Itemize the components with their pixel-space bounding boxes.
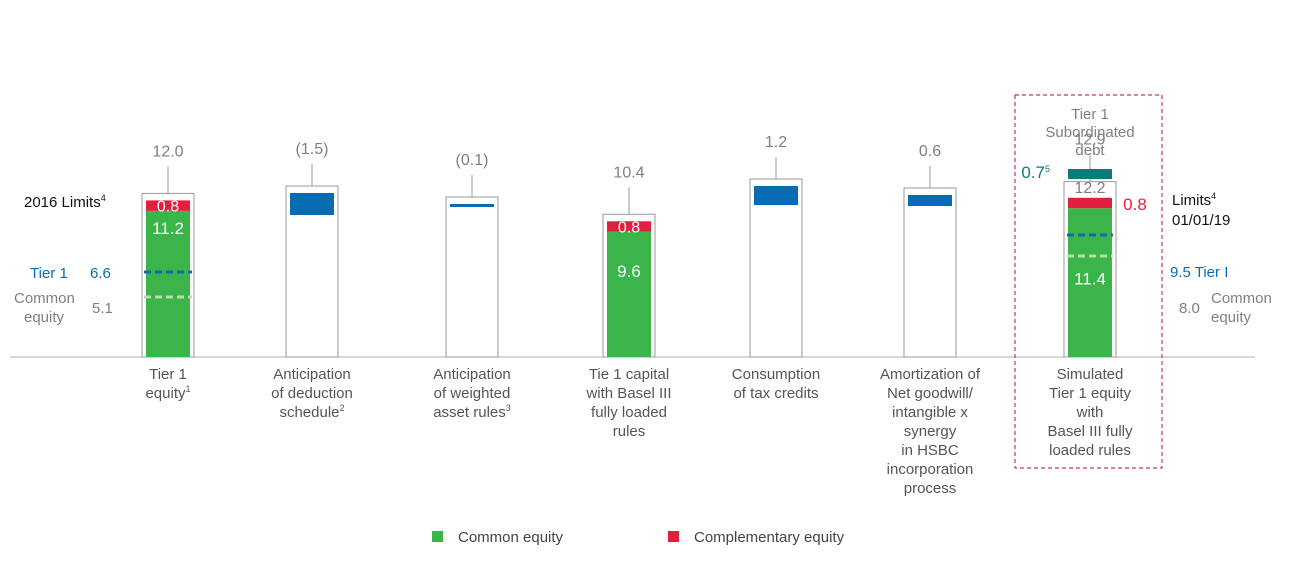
goodwill-outline [903,187,957,358]
simulated-category-label-line1: Simulated [1057,366,1124,383]
deduction-category-label-line2: of deduction [271,385,353,402]
limits-2019-common-label-line2: equity [1211,309,1252,326]
goodwill-category-label-line3: intangible x [892,404,968,421]
weighted-category-label-line1: Anticipation [433,366,511,383]
tier1-equity-category-label-line2: equity1 [145,384,190,402]
tax-outline [749,178,803,358]
goodwill-category-label-line1: Amortization of [880,366,981,383]
goodwill-value-label: 0.6 [919,143,941,160]
limits-2016-common-value: 5.1 [92,300,113,317]
limits-2019-common-value: 8.0 [1179,300,1200,317]
simulated-category-label-line5: loaded rules [1049,442,1131,459]
deduction-value-label: (1.5) [296,141,329,158]
deduction-category-label-line3: schedule2 [279,403,344,421]
goodwill-category-label-line5: in HSBC [901,442,959,459]
weighted-outline [445,196,499,358]
tax-category-label-line2: of tax credits [733,385,818,402]
tier1-equity-total-label: 12.0 [152,143,183,160]
legend-swatch-complementary [668,531,679,542]
limits-2016-common-label-line1: Common [14,290,75,307]
basel-common-bar [607,231,651,357]
deduction-delta-bar [290,193,334,215]
tax-category-label-line1: Consumption [732,366,820,383]
basel-category-label-line4: rules [613,423,646,440]
simulated-subtotal-label: 12.2 [1074,180,1105,197]
goodwill-category-label-line2: Net goodwill/ [887,385,974,402]
limits-2016-tier1-value: 6.6 [90,265,111,282]
simulated-total-label: 12.9 [1074,132,1105,149]
goodwill-category-label-line7: process [904,480,957,497]
weighted-value-label: (0.1) [456,152,489,169]
legend-swatch-common [432,531,443,542]
tax-value-label: 1.2 [765,134,787,151]
deduction-category-label-line1: Anticipation [273,366,351,383]
simulated-common-label: 11.4 [1074,270,1106,289]
basel-complementary-bar [607,221,651,232]
simulated-complementary-label: 0.8 [1123,195,1147,214]
simulated-category-label-line4: Basel III fully [1047,423,1133,440]
simulated-subordinated-bar [1068,169,1112,179]
limits-2019-title-line2: 01/01/19 [1172,212,1230,229]
basel-category-label-line2: with Basel III [585,385,671,402]
tier1-equity-complementary-bar [146,200,190,211]
simulated-complementary-bar [1068,197,1112,209]
basel-category-label-line1: Tie 1 capital [589,366,669,383]
simulated-category-label-line2: Tier 1 equity [1049,385,1131,402]
goodwill-category-label-line4: synergy [904,423,957,440]
tier1-equity-common-label: 11.2 [152,219,184,238]
tier1-equity-category-label-line1: Tier 1 [149,366,187,383]
basel-category-label-line3: fully loaded [591,404,667,421]
limits-2016-tier1-label: Tier 1 [30,265,68,282]
subordinated-title-line1: Tier 1 [1071,106,1109,123]
basel-complementary-label: 0.8 [618,220,640,237]
limits-2019-title-line1: Limits4 [1172,191,1216,209]
tier1-equity-complementary-label: 0.8 [157,199,179,216]
limits-2019-common-label-line1: Common [1211,290,1272,307]
subordinated-title-line2: Subordinated [1045,124,1134,141]
subordinated-title-line3: debt [1075,142,1105,159]
limits-2016-title: 2016 Limits4 [24,193,106,211]
weighted-category-label-line2: of weighted [434,385,511,402]
limits-2019-tier1-label: 9.5 Tier I [1170,264,1228,281]
goodwill-delta-bar [908,195,952,206]
weighted-category-label-line3: asset rules3 [433,403,511,421]
basel-total-label: 10.4 [613,164,644,181]
goodwill-category-label-line6: incorporation [887,461,974,478]
basel-common-label: 9.6 [617,262,641,281]
legend-label-complementary: Complementary equity [694,529,845,546]
tier1-equity-common-bar [146,210,190,357]
simulated-common-bar [1068,208,1112,357]
limits-2016-common-label-line2: equity [24,309,65,326]
tax-delta-bar [754,186,798,205]
legend-label-common: Common equity [458,529,564,546]
simulated-subordinated-label: 0.75 [1021,163,1050,182]
simulated-category-label-line3: with [1076,404,1104,421]
simulated-highlight-box [1014,94,1163,469]
weighted-delta-bar [450,204,494,207]
